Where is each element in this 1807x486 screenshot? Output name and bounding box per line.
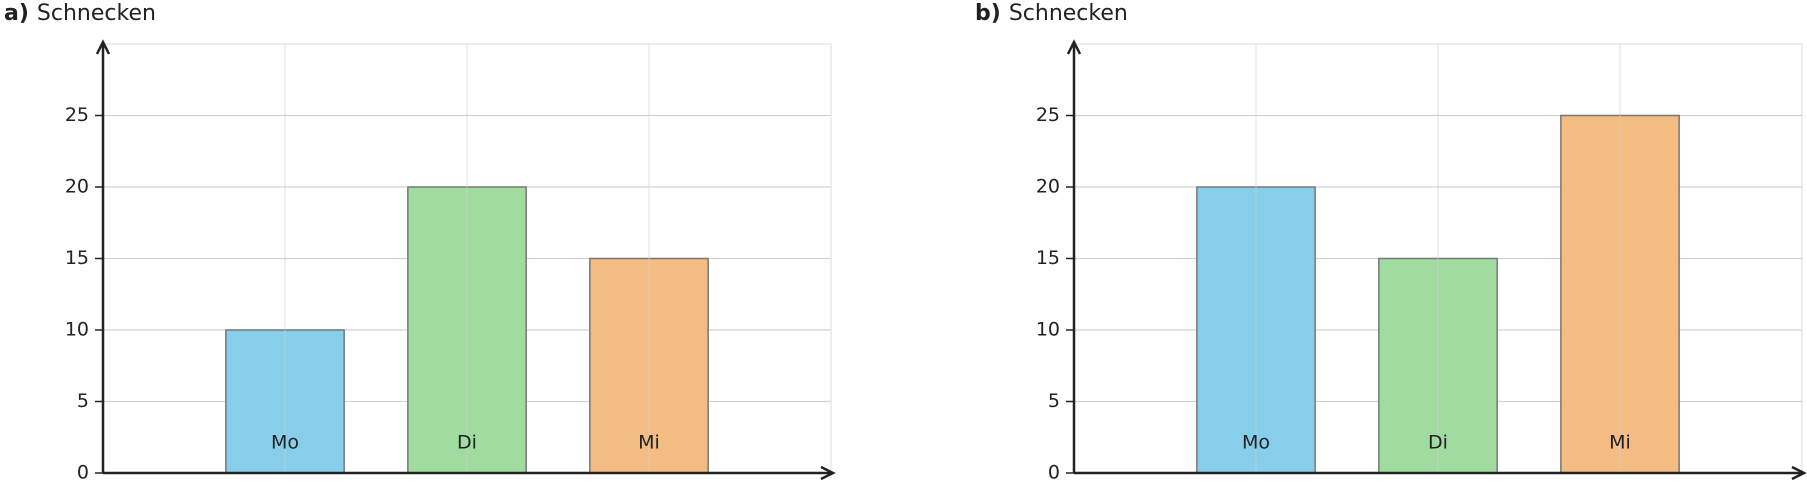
category-label: Di [457, 432, 477, 454]
chart-title: b) Schnecken [975, 1, 1128, 26]
y-tick-label: 25 [65, 104, 89, 126]
category-label: Mo [1242, 432, 1270, 454]
y-tick-label: 10 [1036, 319, 1060, 341]
category-label: Di [1428, 432, 1448, 454]
category-label: Mi [638, 432, 660, 454]
y-axis [1066, 39, 1082, 473]
chart-panel: b) Schnecken 0 5 10 15 20 25 Mo Di Mi [975, 1, 1807, 484]
y-tick-label: 0 [77, 462, 89, 484]
y-tick-label: 15 [1036, 247, 1060, 269]
x-axis [1074, 465, 1807, 481]
chart-title: a) Schnecken [4, 1, 156, 26]
y-tick-label: 0 [1048, 462, 1060, 484]
y-tick-label: 25 [1036, 104, 1060, 126]
y-tick-label: 20 [65, 176, 89, 198]
category-label: Mi [1609, 432, 1631, 454]
title-text: Schnecken [37, 1, 156, 26]
panel-label: b) [975, 1, 1001, 26]
category-label: Mo [271, 432, 299, 454]
y-tick-label: 5 [1048, 390, 1060, 412]
y-axis [95, 39, 111, 473]
chart-panel: a) Schnecken 0 5 10 15 20 25 Mo Di Mi [4, 1, 836, 484]
y-tick-label: 15 [65, 247, 89, 269]
y-tick-label: 20 [1036, 176, 1060, 198]
y-tick-label: 10 [65, 319, 89, 341]
title-text: Schnecken [1009, 1, 1128, 26]
panel-label: a) [4, 1, 29, 26]
x-axis [103, 465, 836, 481]
y-tick-label: 5 [77, 390, 89, 412]
